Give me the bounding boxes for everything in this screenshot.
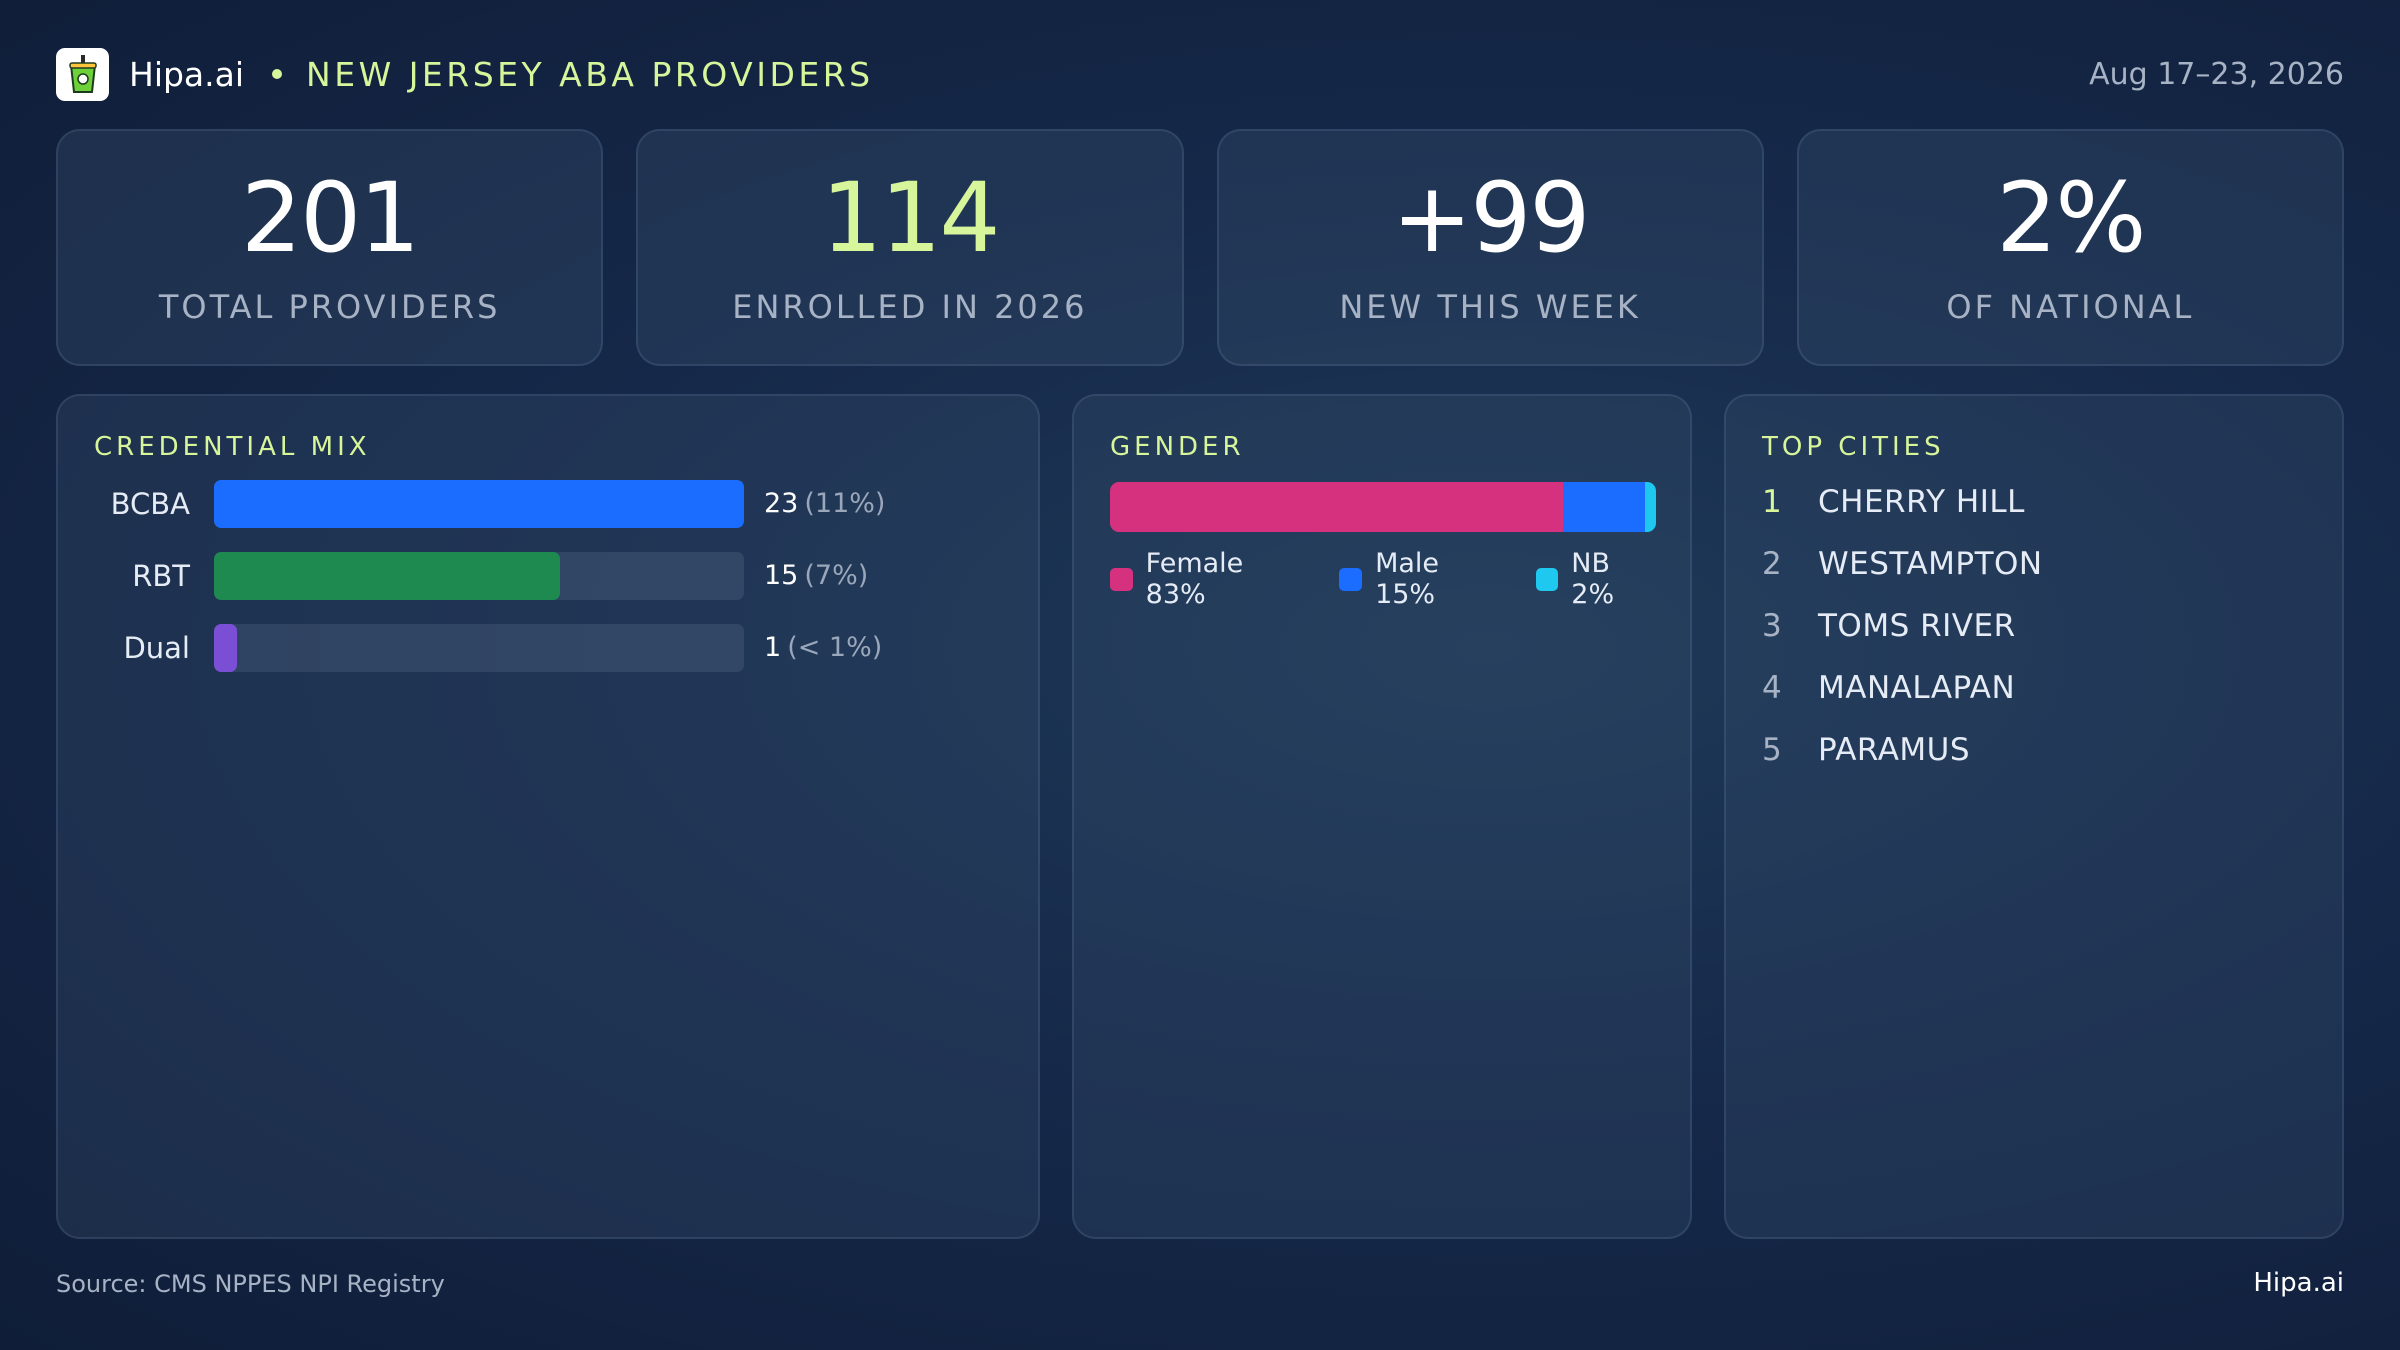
- kpi-label: OF NATIONAL: [1946, 287, 2195, 326]
- city-name: MANALAPAN: [1818, 670, 2016, 706]
- kpi-value: 2%: [1996, 161, 2146, 274]
- top-cities-panel: TOP CITIES 1 CHERRY HILL 2 WESTAMPTON 3 …: [1724, 394, 2344, 1239]
- bar-row: Dual 1 (< 1%): [58, 624, 1038, 672]
- kpi-value: 114: [821, 161, 1000, 274]
- legend-swatch: [1535, 567, 1559, 591]
- city-item: 1 CHERRY HILL: [1762, 482, 2025, 522]
- bar-value-label: 1 (< 1%): [764, 624, 882, 672]
- city-rank: 4: [1762, 670, 1782, 706]
- bar: [214, 480, 744, 528]
- cup-icon: [68, 55, 97, 93]
- city-item: 4 MANALAPAN: [1762, 668, 2015, 708]
- bar-count: 15: [764, 560, 799, 591]
- legend-swatch: [1110, 567, 1133, 591]
- kpi-row: 201 TOTAL PROVIDERS 114 ENROLLED IN 2026…: [56, 129, 2344, 366]
- city-name: CHERRY HILL: [1818, 484, 2025, 520]
- legend-label: Male 15%: [1375, 548, 1440, 610]
- source-note: Source: CMS NPPES NPI Registry: [56, 1270, 445, 1298]
- city-rank: 3: [1762, 608, 1782, 644]
- city-rank: 2: [1762, 546, 1782, 582]
- bar-category-label: RBT: [132, 559, 190, 593]
- gender-panel: GENDER Female 83% Male 15% NB 2%: [1072, 394, 1692, 1239]
- kpi-card-new-this-week: +99 NEW THIS WEEK: [1216, 129, 1764, 366]
- legend-label: NB 2%: [1571, 548, 1615, 610]
- bar-count: 23: [764, 488, 799, 519]
- legend-swatch: [1339, 567, 1363, 591]
- bar: [214, 624, 238, 672]
- bar-percent: (11%): [804, 488, 886, 519]
- bar: [214, 552, 560, 600]
- date-range: Aug 17–23, 2026: [2089, 56, 2344, 92]
- gender-segment-nb: [1645, 482, 1656, 532]
- logo: [56, 47, 109, 101]
- city-name: WESTAMPTON: [1818, 546, 2043, 582]
- legend-label: Female 83%: [1145, 548, 1244, 610]
- bar-percent: (< 1%): [787, 632, 883, 663]
- kpi-value: 201: [241, 161, 420, 274]
- brand-name: Hipa.ai: [129, 54, 245, 94]
- bar-category-label: Dual: [123, 631, 190, 665]
- bar-track: [214, 624, 744, 672]
- city-item: 3 TOMS RIVER: [1762, 606, 2016, 646]
- city-item: 5 PARAMUS: [1762, 730, 1970, 770]
- kpi-label: NEW THIS WEEK: [1339, 287, 1641, 326]
- bar-count: 1: [764, 632, 782, 663]
- bar-value-label: 23 (11%): [764, 480, 885, 528]
- city-rank: 5: [1762, 732, 1782, 768]
- gender-segment-female: [1110, 482, 1564, 532]
- legend-item: Female 83%: [1110, 548, 1309, 610]
- page-title: NEW JERSEY ABA PROVIDERS: [306, 54, 874, 94]
- kpi-card-of-national: 2% OF NATIONAL: [1796, 129, 2344, 366]
- panel-title: GENDER: [1110, 432, 1245, 462]
- gender-legend: Female 83% Male 15% NB 2%: [1110, 548, 1690, 610]
- footer-brand: Hipa.ai: [2253, 1268, 2344, 1298]
- bar-track: [214, 480, 744, 528]
- kpi-card-enrolled: 114 ENROLLED IN 2026: [636, 129, 1184, 366]
- legend-item: NB 2%: [1535, 548, 1660, 610]
- bar-row: RBT 15 (7%): [58, 552, 1038, 600]
- gender-stacked-bar: [1110, 482, 1656, 532]
- kpi-card-total-providers: 201 TOTAL PROVIDERS: [56, 129, 604, 366]
- bar-value-label: 15 (7%): [764, 552, 868, 600]
- separator-dot: [272, 69, 283, 79]
- panel-title: CREDENTIAL MIX: [94, 432, 371, 462]
- kpi-value: +99: [1391, 161, 1591, 274]
- legend-item: Male 15%: [1339, 548, 1505, 610]
- city-item: 2 WESTAMPTON: [1762, 544, 2043, 584]
- bar-percent: (7%): [804, 560, 869, 591]
- bar-row: BCBA 23 (11%): [58, 480, 1038, 528]
- bar-category-label: BCBA: [110, 487, 190, 521]
- city-rank: 1: [1762, 484, 1782, 520]
- bar-track: [214, 552, 744, 600]
- kpi-label: ENROLLED IN 2026: [732, 287, 1088, 326]
- header: Hipa.ai NEW JERSEY ABA PROVIDERS Aug 17–…: [56, 46, 2344, 102]
- city-name: PARAMUS: [1818, 732, 1971, 768]
- panel-title: TOP CITIES: [1762, 432, 1945, 462]
- gender-segment-male: [1563, 482, 1646, 532]
- credential-mix-panel: CREDENTIAL MIX BCBA 23 (11%) RBT 15 (7%) Dual 1…: [56, 394, 1040, 1239]
- city-name: TOMS RIVER: [1818, 608, 2016, 644]
- kpi-label: TOTAL PROVIDERS: [158, 287, 501, 326]
